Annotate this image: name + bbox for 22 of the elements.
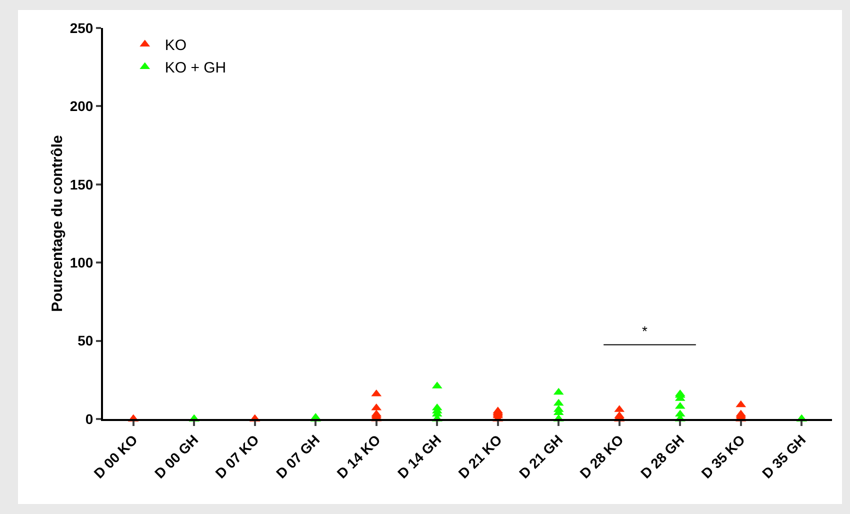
y-tick-label: 100 — [70, 254, 94, 270]
x-tick-label: D 35 KO — [698, 431, 748, 482]
x-tick-label: D 07 GH — [272, 432, 323, 482]
x-tick-label: D 28 KO — [576, 431, 627, 482]
y-tick-label: 250 — [70, 20, 94, 36]
x-tick-label: D 00 KO — [90, 431, 141, 482]
x-tick-label: D 14 KO — [334, 431, 384, 482]
x-tick-label: D 35 GH — [758, 432, 809, 482]
y-tick-label: 200 — [70, 98, 94, 114]
annotation: * — [642, 323, 648, 339]
y-axis-title: Pourcentage du contrôle — [49, 135, 66, 312]
x-tick-label: D 07 KO — [212, 431, 262, 482]
x-tick-label: D 28 GH — [637, 432, 688, 482]
legend-label: KO + GH — [164, 60, 226, 77]
y-tick-label: 0 — [85, 410, 94, 427]
legend-label: KO — [164, 37, 187, 54]
x-tick-label: D 21 GH — [516, 432, 566, 482]
x-tick-label: D 00 GH — [151, 432, 202, 482]
y-tick-label: 150 — [70, 176, 94, 192]
x-tick-label: D 21 KO — [455, 431, 506, 482]
y-tick-label: 50 — [78, 332, 94, 349]
x-tick-label: D 14 GH — [394, 432, 444, 482]
